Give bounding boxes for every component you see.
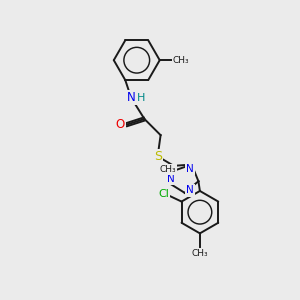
Text: N: N — [186, 164, 194, 174]
Text: H: H — [137, 93, 146, 103]
Text: O: O — [116, 118, 125, 131]
Text: S: S — [154, 150, 162, 163]
Text: N: N — [186, 185, 194, 196]
Text: N: N — [127, 91, 136, 104]
Text: CH₃: CH₃ — [192, 249, 208, 258]
Text: CH₃: CH₃ — [159, 165, 176, 174]
Text: CH₃: CH₃ — [173, 56, 190, 65]
Text: N: N — [167, 174, 174, 184]
Text: Cl: Cl — [158, 189, 169, 199]
